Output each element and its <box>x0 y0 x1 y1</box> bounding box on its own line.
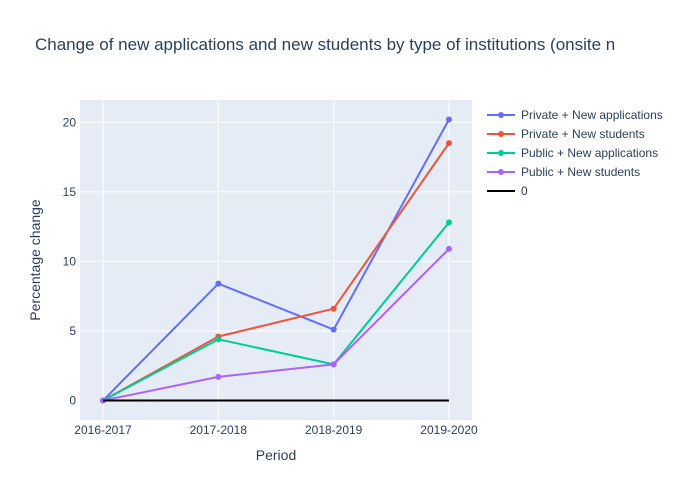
data-point <box>215 373 222 380</box>
legend-label: Public + New applications <box>521 146 658 160</box>
y-tick-label: 5 <box>69 324 76 338</box>
legend-label: Public + New students <box>521 165 640 179</box>
legend-marker <box>498 112 504 118</box>
x-axis-ticks: 2016-2017 2017-2018 2018-2019 2019-2020 <box>74 423 478 437</box>
chart-title: Change of new applications and new stude… <box>35 35 615 54</box>
data-point <box>215 336 222 343</box>
y-tick-label: 15 <box>63 185 77 199</box>
data-point <box>215 280 222 287</box>
y-axis-ticks: 0 5 10 15 20 <box>63 115 77 407</box>
plot-area <box>80 100 472 420</box>
data-point <box>446 219 452 226</box>
series-line <box>102 248 450 402</box>
legend-label: Private + New students <box>521 127 645 141</box>
legend[interactable]: Private + New applications Private + New … <box>487 108 663 198</box>
x-axis-title: Period <box>256 447 296 463</box>
x-tick-label: 2018-2019 <box>305 423 363 437</box>
data-point <box>330 305 337 312</box>
legend-item[interactable]: Private + New students <box>487 127 645 141</box>
x-tick-label: 2019-2020 <box>420 423 478 437</box>
x-tick-label: 2017-2018 <box>190 423 248 437</box>
data-point <box>330 326 337 333</box>
legend-item[interactable]: Public + New students <box>487 165 640 179</box>
y-tick-label: 20 <box>63 115 77 129</box>
legend-item[interactable]: Private + New applications <box>487 108 663 122</box>
legend-marker <box>498 150 504 156</box>
legend-marker <box>498 131 504 137</box>
legend-marker <box>498 169 504 175</box>
series-line <box>102 221 450 402</box>
legend-item[interactable]: 0 <box>487 184 528 198</box>
gridlines <box>80 100 472 420</box>
data-point <box>446 245 452 252</box>
series-line <box>102 142 450 402</box>
y-axis-title: Percentage change <box>27 199 43 321</box>
data-point <box>330 361 337 368</box>
legend-label: 0 <box>521 184 528 198</box>
x-tick-label: 2016-2017 <box>74 423 132 437</box>
y-tick-label: 10 <box>63 254 77 268</box>
data-point <box>446 140 452 147</box>
legend-item[interactable]: Public + New applications <box>487 146 658 160</box>
series-layer <box>100 116 452 404</box>
y-tick-label: 0 <box>69 394 76 408</box>
data-point <box>446 116 452 123</box>
legend-label: Private + New applications <box>521 108 663 122</box>
